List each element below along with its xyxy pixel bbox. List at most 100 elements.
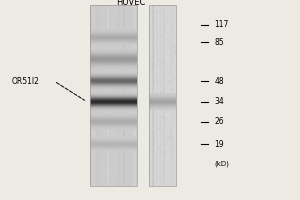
Bar <box>90 39 136 40</box>
Bar <box>90 108 136 109</box>
Bar <box>90 96 136 97</box>
Bar <box>90 102 136 103</box>
Bar <box>90 30 136 31</box>
Bar <box>90 74 136 75</box>
Bar <box>148 99 176 100</box>
Bar <box>90 83 136 84</box>
Bar <box>90 79 136 80</box>
Bar <box>90 137 136 138</box>
Bar <box>148 103 176 104</box>
Bar <box>90 85 136 86</box>
Bar <box>163 5 164 186</box>
Bar <box>90 116 136 117</box>
Bar <box>90 52 136 53</box>
Bar <box>90 80 136 81</box>
Bar <box>90 117 136 118</box>
Bar <box>90 68 136 69</box>
Bar <box>163 5 165 186</box>
Bar <box>148 109 176 110</box>
Bar <box>90 143 136 144</box>
Bar <box>90 36 136 37</box>
Bar <box>90 75 136 76</box>
Bar <box>90 97 136 98</box>
Bar <box>153 5 154 186</box>
Bar <box>90 140 136 141</box>
Bar <box>171 5 172 186</box>
Bar <box>173 5 175 186</box>
Bar <box>90 44 136 45</box>
Bar <box>90 60 136 61</box>
Bar <box>90 5 136 186</box>
Bar <box>90 101 136 102</box>
Bar <box>90 88 136 89</box>
Bar <box>90 50 136 51</box>
Bar <box>90 53 136 54</box>
Bar <box>90 138 136 139</box>
Bar <box>90 113 136 114</box>
Bar <box>90 142 136 143</box>
Bar <box>90 94 136 95</box>
Bar <box>90 56 136 57</box>
Text: 34: 34 <box>214 97 224 106</box>
Bar <box>90 107 136 108</box>
Bar <box>90 144 136 145</box>
Bar <box>90 127 136 128</box>
Bar <box>90 111 136 112</box>
Bar <box>90 109 136 110</box>
Bar <box>90 33 136 34</box>
Bar <box>90 31 136 32</box>
Bar <box>152 5 154 186</box>
Bar <box>90 49 136 50</box>
Bar <box>90 99 136 100</box>
Bar <box>90 81 136 82</box>
Bar <box>90 37 136 38</box>
Bar <box>90 86 136 87</box>
Bar <box>90 148 136 149</box>
Bar <box>90 114 136 115</box>
Bar <box>90 41 136 42</box>
Bar <box>90 92 136 93</box>
Bar <box>90 125 136 126</box>
Text: 48: 48 <box>214 77 224 86</box>
Bar <box>90 67 136 68</box>
Bar <box>90 129 136 130</box>
Bar <box>148 5 176 186</box>
Bar <box>123 5 125 186</box>
Bar <box>90 146 136 147</box>
Bar <box>90 89 136 90</box>
Bar <box>90 5 136 186</box>
Bar <box>90 121 136 122</box>
Bar <box>90 98 136 99</box>
Text: 19: 19 <box>214 140 224 149</box>
Bar <box>148 104 176 105</box>
Bar <box>90 105 136 106</box>
Text: 26: 26 <box>214 117 224 126</box>
Bar <box>90 141 136 142</box>
Bar <box>110 5 112 186</box>
Bar <box>93 5 94 186</box>
Bar <box>148 95 176 96</box>
Bar <box>148 100 176 101</box>
Bar <box>148 98 176 99</box>
Bar <box>90 61 136 62</box>
Bar <box>90 72 136 73</box>
Bar <box>90 58 136 59</box>
Bar <box>114 5 115 186</box>
Bar <box>148 94 176 95</box>
Bar <box>148 107 176 108</box>
Bar <box>90 95 136 96</box>
Bar <box>90 118 136 119</box>
Bar <box>90 38 136 39</box>
Bar <box>111 5 112 186</box>
Bar <box>118 5 119 186</box>
Bar <box>90 82 136 83</box>
Bar <box>148 106 176 107</box>
Bar <box>90 104 136 105</box>
Bar <box>148 96 176 97</box>
Bar <box>148 5 176 186</box>
Bar <box>148 105 176 106</box>
Bar <box>90 110 136 111</box>
Bar <box>148 102 176 103</box>
Bar <box>90 73 136 74</box>
Bar <box>90 106 136 107</box>
